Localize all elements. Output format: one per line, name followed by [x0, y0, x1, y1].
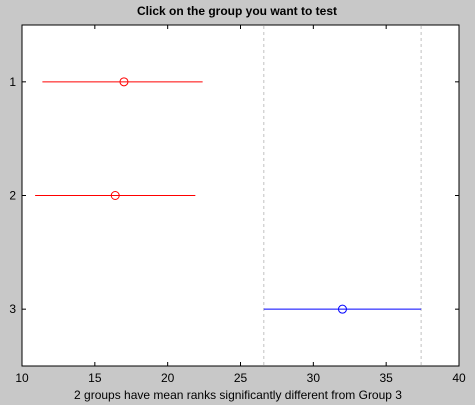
- group-1-interval[interactable]: [42, 77, 203, 87]
- x-tick-label: 30: [307, 371, 321, 385]
- x-tick-label: 15: [88, 371, 102, 385]
- chart-title: Click on the group you want to test: [137, 4, 337, 18]
- comparison-intervals[interactable]: [35, 77, 422, 314]
- x-tick-label: 25: [234, 371, 248, 385]
- x-axis-label: 2 groups have mean ranks significantly d…: [74, 388, 402, 402]
- y-tick-label: 3: [9, 302, 16, 316]
- y-tick-label: 1: [9, 75, 16, 89]
- x-tick-label: 35: [379, 371, 393, 385]
- y-axis: 1 2 3: [9, 75, 459, 316]
- y-tick-label: 2: [9, 189, 16, 203]
- x-tick-label: 40: [452, 371, 466, 385]
- group-2-mean-marker[interactable]: [110, 191, 120, 200]
- group-2-interval[interactable]: [35, 191, 196, 200]
- group-1-mean-marker[interactable]: [119, 77, 129, 87]
- x-axis: 10 15 20 25 30 35 40: [15, 25, 466, 385]
- x-tick-label: 10: [15, 371, 29, 385]
- group-3-interval[interactable]: [263, 304, 422, 314]
- group-3-mean-marker[interactable]: [337, 304, 347, 314]
- reference-lines: [263, 26, 422, 365]
- x-tick-label: 20: [161, 371, 175, 385]
